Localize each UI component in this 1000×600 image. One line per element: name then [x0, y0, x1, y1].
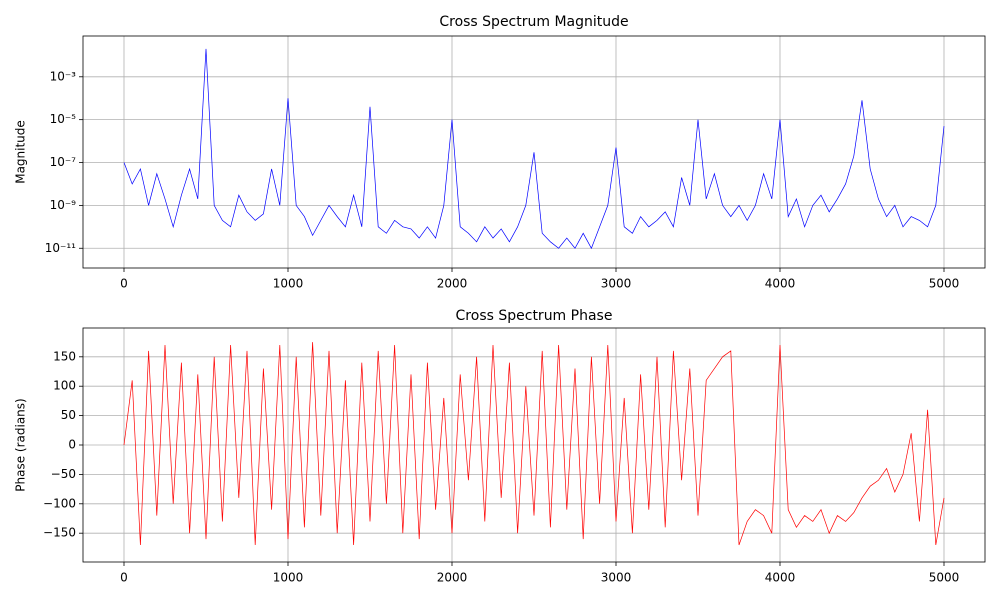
- y-tick-label: 10⁻⁷: [50, 155, 77, 169]
- y-axis-label: Magnitude: [14, 120, 28, 184]
- chart-title: Cross Spectrum Magnitude: [439, 14, 628, 30]
- x-tick-label: 4000: [765, 277, 796, 291]
- x-tick-label: 2000: [437, 571, 468, 585]
- y-tick-label: −100: [43, 496, 76, 510]
- x-tick-label: 5000: [929, 277, 960, 291]
- axes-frame: [82, 327, 986, 563]
- data-line: [123, 342, 945, 546]
- y-tick-label: 150: [53, 349, 76, 363]
- y-tick-label: 100: [53, 379, 76, 393]
- chart-title: Cross Spectrum Phase: [456, 308, 613, 324]
- y-tick-label: 10⁻⁹: [50, 198, 77, 212]
- x-tick-label: 5000: [929, 571, 960, 585]
- y-tick-label: 0: [68, 438, 76, 452]
- y-axis-label: Phase (radians): [14, 398, 28, 491]
- y-tick-label: −150: [43, 526, 76, 540]
- data-line: [123, 48, 945, 250]
- x-tick-label: 1000: [273, 277, 304, 291]
- y-tick-label: −50: [51, 467, 76, 481]
- x-tick-label: 0: [120, 571, 128, 585]
- y-tick-label: 10⁻⁵: [50, 112, 77, 126]
- x-tick-label: 3000: [601, 277, 632, 291]
- y-tick-label: 50: [61, 408, 76, 422]
- axes-frame: [82, 35, 986, 269]
- y-tick-label: 10⁻¹¹: [45, 241, 76, 255]
- x-tick-label: 1000: [273, 571, 304, 585]
- x-tick-label: 0: [120, 277, 128, 291]
- y-tick-label: 10⁻³: [50, 69, 77, 83]
- x-tick-label: 4000: [765, 571, 796, 585]
- x-tick-label: 2000: [437, 277, 468, 291]
- x-tick-label: 3000: [601, 571, 632, 585]
